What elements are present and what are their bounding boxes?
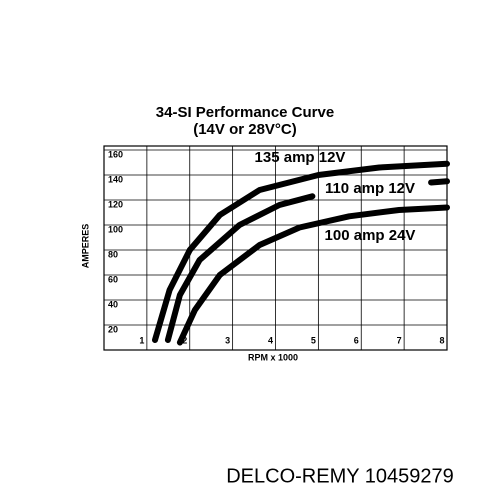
y-tick-label: 160 [108, 149, 123, 159]
chart-title: 34-SI Performance Curve [156, 104, 334, 121]
y-tick-label: 100 [108, 224, 123, 234]
series-label: 100 amp 24V [325, 227, 416, 244]
y-tick-label: 20 [108, 324, 118, 334]
x-tick-label: 7 [397, 335, 402, 345]
series-label: 110 amp 12V [325, 180, 415, 197]
chart-subtitle: (14V or 28V°C) [193, 121, 297, 138]
y-tick-label: 80 [108, 249, 118, 259]
plot-area: 20 40 60 80 100 120 140 160 1 2 3 4 5 6 7 8 [103, 145, 450, 351]
x-tick-label: 6 [354, 335, 359, 345]
x-tick-label: 5 [311, 335, 316, 345]
series-line [164, 178, 450, 343]
x-tick-label: 4 [268, 335, 273, 345]
caption: DELCO-REMY 10459279 [226, 465, 454, 487]
y-tick-label: 60 [108, 274, 118, 284]
x-tick-label: 2 [182, 335, 187, 345]
x-axis-label: RPM x 1000 [248, 352, 298, 362]
x-tick-label: 8 [439, 335, 444, 345]
x-tick-label: 3 [225, 335, 230, 345]
y-tick-label: 120 [108, 199, 123, 209]
series-line [176, 204, 450, 346]
series-label: 135 amp 12V [255, 149, 346, 166]
y-tick-label: 40 [108, 299, 118, 309]
y-axis-label: AMPERES [80, 224, 90, 269]
x-tick-label: 1 [139, 335, 144, 345]
series-line [152, 160, 450, 343]
y-tick-label: 140 [108, 174, 123, 184]
